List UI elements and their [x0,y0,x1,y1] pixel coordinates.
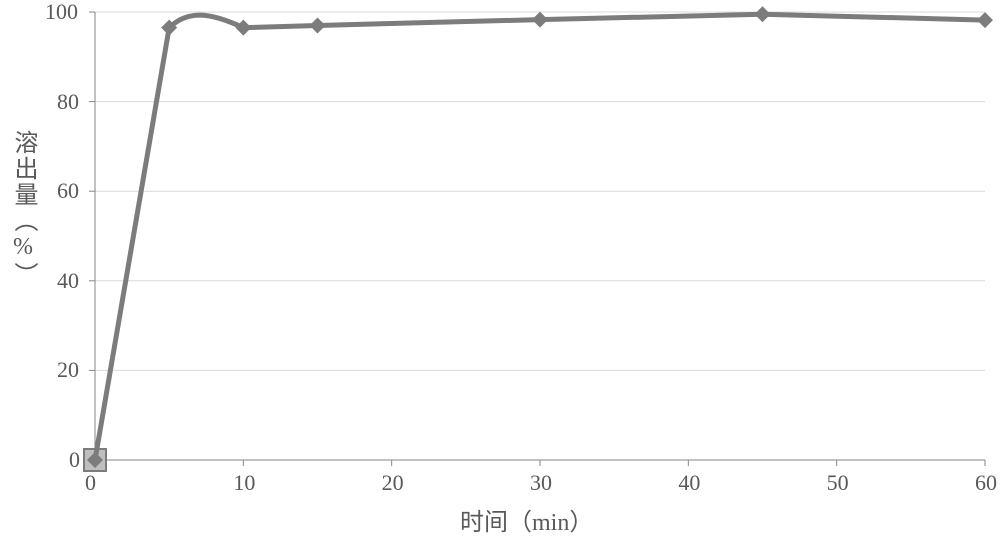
y-tick-label: 80 [57,89,79,115]
x-tick-label: 50 [827,470,849,496]
x-tick-label: 20 [382,470,404,496]
y-tick-label: 20 [57,357,79,383]
x-tick-label: 60 [975,470,997,496]
x-tick-label: 40 [678,470,700,496]
x-tick-label: 10 [233,470,255,496]
y-tick-label: 60 [57,178,79,204]
x-tick-label: 0 [85,470,96,496]
y-tick-label: 40 [57,268,79,294]
x-axis-label: 时间（min） [460,502,593,537]
series-markers [87,6,993,468]
plot-svg [0,0,1000,543]
axes [89,12,985,466]
y-tick-label: 100 [45,0,78,25]
y-tick-label: 0 [69,447,80,473]
gridlines [95,12,985,460]
series-line [95,14,985,460]
y-axis-label: 溶出量（%） [6,130,41,288]
x-tick-label: 30 [530,470,552,496]
chart-root: 溶出量（%） 时间（min） 0 10 20 30 40 50 60 0 20 40 60 80 10… [0,0,1000,543]
